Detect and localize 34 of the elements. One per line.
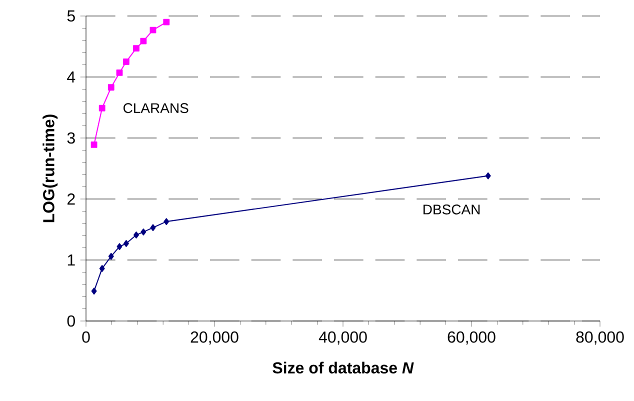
x-tick-label: 60,000 (448, 331, 496, 345)
point (123, 240, 129, 247)
series-label: CLARANS (124, 103, 188, 114)
point (90, 142, 98, 148)
point (163, 18, 170, 26)
point (485, 172, 491, 180)
x-tick-label: 20,000 (190, 331, 238, 345)
y-axis-title: LOG(run-time) (42, 114, 58, 222)
x-axis-title: Size of database N (272, 362, 414, 374)
series-label: DBSCAN (424, 204, 480, 214)
point (134, 232, 139, 238)
point (91, 288, 97, 295)
y-tick-label: 4 (67, 72, 76, 83)
y-tick-label: 5 (67, 10, 75, 22)
point (108, 84, 114, 91)
point (164, 218, 170, 226)
point (99, 265, 105, 272)
point (116, 243, 122, 250)
y-tick-label: 3 (67, 132, 75, 144)
point (108, 252, 114, 260)
point (140, 38, 147, 44)
point (98, 104, 106, 112)
x-tick-label: 0 (82, 331, 90, 343)
point (133, 45, 140, 52)
x-tick-label: 80,000 (576, 331, 624, 345)
x-tick-label: 40,000 (318, 331, 367, 345)
y-tick-label: 0 (67, 315, 75, 327)
point (150, 224, 156, 232)
point (150, 26, 156, 34)
y-tick-label: 1 (68, 254, 75, 266)
point (123, 58, 130, 65)
point (140, 228, 146, 236)
point (116, 70, 123, 76)
y-tick-label: 2 (68, 193, 75, 205)
